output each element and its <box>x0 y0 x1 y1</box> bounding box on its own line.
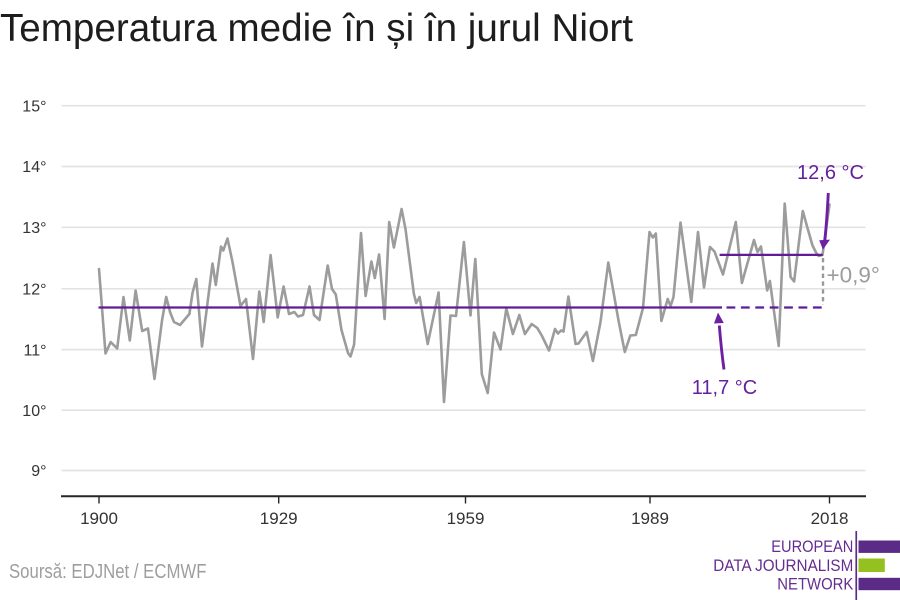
svg-text:DATA JOURNALISM: DATA JOURNALISM <box>713 557 853 575</box>
svg-text:1959: 1959 <box>447 509 485 528</box>
svg-text:10°: 10° <box>22 403 46 420</box>
svg-text:12,6 °C: 12,6 °C <box>797 162 864 184</box>
svg-text:11°: 11° <box>23 342 46 359</box>
svg-text:1989: 1989 <box>631 509 669 528</box>
svg-text:9°: 9° <box>31 463 46 480</box>
svg-text:14°: 14° <box>22 159 46 176</box>
svg-text:EUROPEAN: EUROPEAN <box>771 538 853 556</box>
svg-text:1929: 1929 <box>260 509 298 528</box>
svg-text:15°: 15° <box>22 98 46 115</box>
svg-text:Temperatura medie în și în jur: Temperatura medie în și în jurul Niort <box>0 7 633 50</box>
svg-text:Soursă: EDJNet / ECMWF: Soursă: EDJNet / ECMWF <box>9 561 207 583</box>
svg-text:1900: 1900 <box>80 509 118 528</box>
svg-text:11,7 °C: 11,7 °C <box>692 377 757 399</box>
svg-text:2018: 2018 <box>811 509 849 528</box>
svg-text:NETWORK: NETWORK <box>777 576 853 594</box>
svg-text:13°: 13° <box>22 220 46 237</box>
svg-text:12°: 12° <box>22 282 46 299</box>
svg-text:+0,9°: +0,9° <box>827 263 880 288</box>
